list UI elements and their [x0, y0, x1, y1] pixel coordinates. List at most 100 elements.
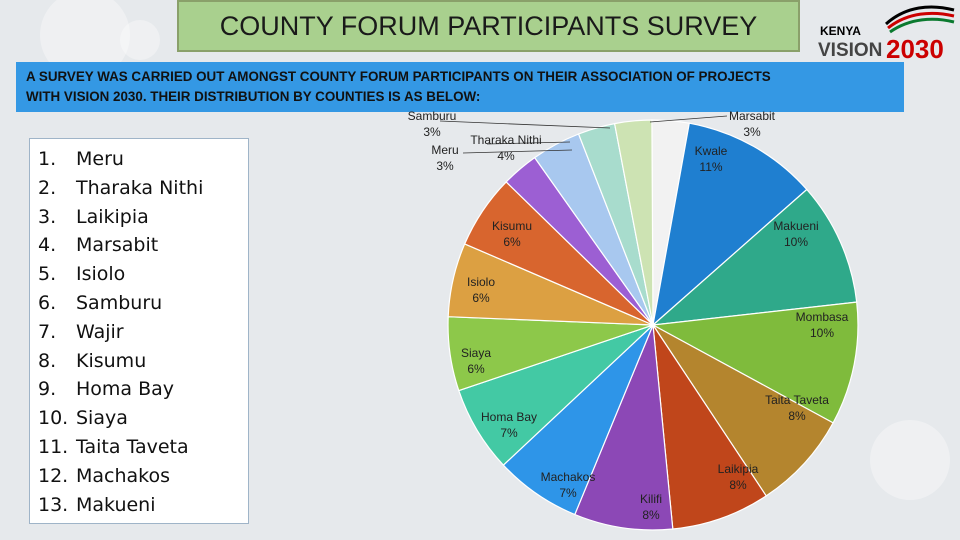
list-item-name: Homa Bay: [76, 378, 175, 401]
list-item: 11. Taita Taveta: [38, 433, 248, 462]
pie-slice-label-percent: 11%: [699, 160, 722, 174]
pie-slice-label-name: Taita Taveta: [765, 393, 829, 407]
pie-slice-laikipia: [652, 324, 768, 530]
list-item-number: 13.: [38, 493, 69, 516]
list-item: 3. Laikipia: [38, 203, 248, 232]
pie-slice-label-percent: 8%: [642, 508, 660, 522]
survey-description-line: WITH VISION 2030. THEIR DISTRIBUTION BY …: [26, 89, 481, 104]
pie-slice-label-percent: 7%: [559, 486, 577, 500]
list-item-number: 11.: [38, 435, 69, 458]
pie-slice-label-percent: 10%: [810, 326, 834, 340]
pie-slice-mombasa: [651, 301, 859, 424]
pie-slice-label: Laikipia 8%: [718, 462, 759, 492]
pie-slice-label-name: Homa Bay: [481, 410, 537, 424]
pie-slice-label-percent: 6%: [472, 291, 490, 305]
leader-line: [486, 141, 571, 145]
pie-slice-label: Makueni 10%: [773, 219, 818, 249]
pie-slice-label-percent: 7%: [500, 426, 518, 440]
pie-slice-label-percent: 6%: [467, 362, 485, 376]
pie-slice-label-percent: 6%: [503, 235, 521, 249]
pie-slice-label-name: Samburu: [408, 109, 457, 123]
logo-swoosh: [889, 17, 955, 34]
list-item-name: Makueni: [76, 493, 156, 516]
pie-slice-label-name: Marsabit: [729, 109, 776, 123]
list-item: 9. Homa Bay: [38, 375, 248, 404]
list-item-number: 10.: [38, 407, 69, 430]
list-item-name: Meru: [76, 148, 124, 170]
logo-bottom-text: VISION: [818, 40, 882, 61]
pie-slice-label: Mombasa 10%: [796, 310, 849, 340]
list-item: 5. Isiolo: [38, 260, 248, 289]
page-title-text: COUNTY FORUM PARTICIPANTS SURVEY: [219, 10, 758, 41]
county-list-box: 1. Meru 2. Tharaka Nithi 3. Laikipia 4. Marsabi…: [29, 138, 249, 524]
pie-slice-label-name: Siaya: [461, 346, 491, 360]
pie-slice-unlabeled: [613, 119, 654, 326]
list-item-name: Wajir: [76, 320, 124, 343]
leader-line: [439, 120, 611, 129]
pie-slice-label-percent: 8%: [788, 409, 806, 423]
pie-slice-label: Homa Bay 7%: [481, 410, 537, 440]
list-item-name: Laikipia: [76, 205, 149, 228]
list-item: 2. Tharaka Nithi: [38, 174, 248, 203]
pie-slice-label-name: Kwale: [695, 144, 728, 158]
pie-slice-label-percent: 4%: [497, 149, 515, 163]
list-item-number: 7.: [38, 320, 57, 343]
pie-slice-label: Marsabit 3%: [729, 109, 776, 139]
county-list: 1. Meru 2. Tharaka Nithi 3. Laikipia 4. Marsabi…: [30, 139, 248, 519]
pie-slice-taita-taveta: [652, 324, 834, 497]
pie-slice-kwale: [652, 122, 808, 327]
pie-slice-label: Meru 3%: [431, 143, 458, 173]
background-bubble: [870, 420, 950, 500]
pie-slices: [447, 119, 859, 531]
list-item-name: Machakos: [76, 464, 171, 487]
background-bubble: [120, 20, 160, 60]
pie-slice-label-name: Makueni: [773, 219, 818, 233]
list-item-name: Siaya: [76, 407, 128, 430]
list-item-number: 5.: [38, 263, 57, 286]
list-item-number: 12.: [38, 464, 69, 487]
pie-slice-label: Kwale 11%: [695, 144, 728, 174]
pie-slice-label-name: Meru: [431, 143, 458, 157]
pie-slice-label-percent: 8%: [729, 478, 747, 492]
pie-slice-label-name: Mombasa: [796, 310, 849, 324]
kenya-vision-logo: KENYA VISION 2030: [818, 5, 955, 62]
logo-swoosh: [887, 11, 955, 30]
pie-slice-label-name: Isiolo: [467, 275, 495, 289]
pie-slice-label-name: Tharaka Nithi: [470, 133, 541, 147]
pie-slice-label: Machakos 7%: [541, 470, 596, 500]
list-item-number: 3.: [38, 205, 57, 228]
list-item-number: 8.: [38, 349, 57, 372]
list-item-name: Isiolo: [76, 263, 126, 286]
logo-swoosh: [884, 5, 955, 26]
leader-line: [649, 115, 728, 123]
list-item: 7. Wajir: [38, 318, 248, 347]
list-item: 10. Siaya: [38, 404, 248, 433]
pie-slice-label-name: Machakos: [541, 470, 596, 484]
pie-slice-makueni: [651, 188, 858, 326]
list-item-number: 9.: [38, 378, 57, 401]
pie-slice-label-name: Laikipia: [718, 462, 759, 476]
list-item-name: Tharaka Nithi: [76, 176, 204, 199]
pie-slice-label-percent: 3%: [436, 159, 454, 173]
pie-slice-label: Kilifi 8%: [640, 492, 662, 522]
pie-slice-label: Kisumu 6%: [492, 219, 532, 249]
list-item: 12. Machakos: [38, 462, 248, 491]
list-item-number: 1.: [38, 148, 57, 170]
list-item-name: Kisumu: [76, 349, 147, 372]
survey-description-line: A SURVEY WAS CARRIED OUT AMONGST COUNTY …: [26, 69, 771, 84]
list-item: 8. Kisumu: [38, 347, 248, 376]
pie-slice-label: Isiolo 6%: [467, 275, 495, 305]
list-item-number: 2.: [38, 176, 57, 199]
pie-slice-kilifi: [574, 324, 674, 531]
pie-labels: Marsabit 3% Kwale 11% Makueni 10% Mombasa 10% Ta…: [408, 109, 849, 522]
list-item-number: 6.: [38, 291, 57, 314]
list-item: 6. Samburu: [38, 289, 248, 318]
list-item-name: Samburu: [76, 291, 163, 314]
pie-slice-label: Siaya 6%: [461, 346, 491, 376]
page-title: COUNTY FORUM PARTICIPANTS SURVEY: [177, 0, 800, 52]
pie-slice-label: Taita Taveta 8%: [765, 393, 829, 423]
pie-slice-label-name: Kisumu: [492, 219, 532, 233]
pie-slice-label: Samburu 3%: [408, 109, 457, 139]
list-item-name: Marsabit: [76, 234, 159, 257]
